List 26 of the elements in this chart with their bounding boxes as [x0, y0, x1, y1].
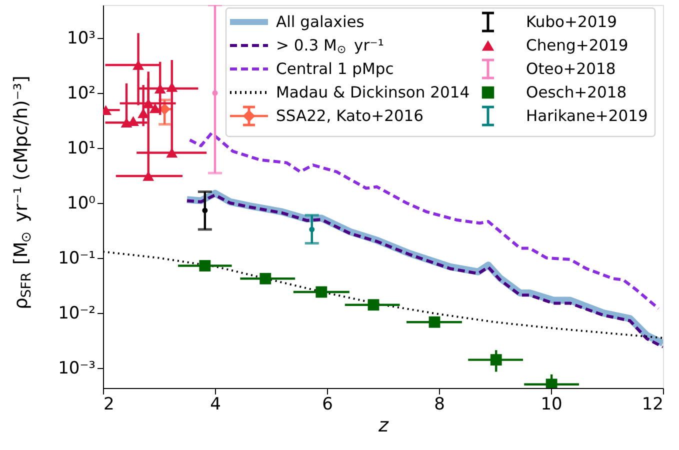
- y-tick-label: 10³: [67, 28, 96, 49]
- x-tick-label: 12: [642, 394, 664, 414]
- legend-label: Madau & Dickinson 2014: [276, 84, 470, 102]
- y-tick-label: 10⁰: [67, 193, 96, 214]
- x-axis-title: z: [378, 414, 390, 436]
- x-tick-label: 6: [322, 394, 333, 414]
- x-tick-label: 10: [540, 394, 562, 414]
- x-tick-label: 4: [210, 394, 221, 414]
- legend-label: Cheng+2019: [526, 36, 628, 54]
- legend-label: Kubo+2019: [526, 13, 617, 31]
- legend-label: All galaxies: [276, 13, 364, 31]
- y-tick-label: 10²: [67, 84, 96, 104]
- y-tick-label: 10⁻²: [58, 303, 96, 324]
- legend-label: Oteo+2018: [526, 60, 616, 78]
- x-tick-label: 2: [104, 394, 114, 414]
- y-tick-label: 10⁻³: [58, 358, 96, 378]
- x-tick-label: 8: [434, 394, 445, 414]
- line-series: [188, 132, 660, 310]
- legend-label: SSA22, Kato+2016: [276, 107, 424, 125]
- legend-label: Central 1 pMpc: [276, 60, 394, 78]
- legend-label: Harikane+2019: [526, 107, 648, 125]
- legend-label: Oesch+2018: [526, 84, 627, 102]
- y-tick-label: 10⁻¹: [58, 248, 96, 268]
- legend-label: > 0.3 M⊙ yr⁻¹: [276, 36, 384, 56]
- y-axis-title: ρSFR [M⊙ yr⁻¹ (cMpc/h)⁻³]: [11, 76, 35, 310]
- y-tick-label: 10¹: [67, 138, 96, 159]
